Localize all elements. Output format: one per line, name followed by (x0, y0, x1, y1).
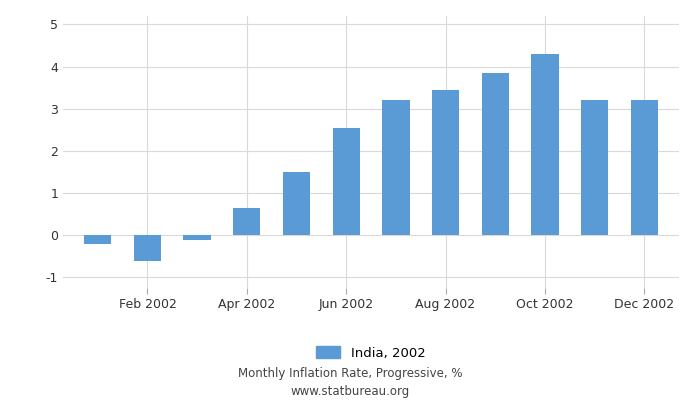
Legend: India, 2002: India, 2002 (312, 341, 430, 365)
Bar (84, 235, 111, 244)
Text: www.statbureau.org: www.statbureau.org (290, 386, 410, 398)
Bar (382, 100, 410, 235)
Bar (283, 172, 310, 235)
Bar (134, 235, 161, 260)
Text: Monthly Inflation Rate, Progressive, %: Monthly Inflation Rate, Progressive, % (238, 368, 462, 380)
Bar (183, 235, 211, 240)
Bar (531, 54, 559, 235)
Bar (581, 100, 608, 235)
Bar (482, 73, 509, 235)
Bar (332, 128, 360, 235)
Bar (432, 90, 459, 235)
Bar (233, 208, 260, 235)
Bar (631, 100, 658, 235)
